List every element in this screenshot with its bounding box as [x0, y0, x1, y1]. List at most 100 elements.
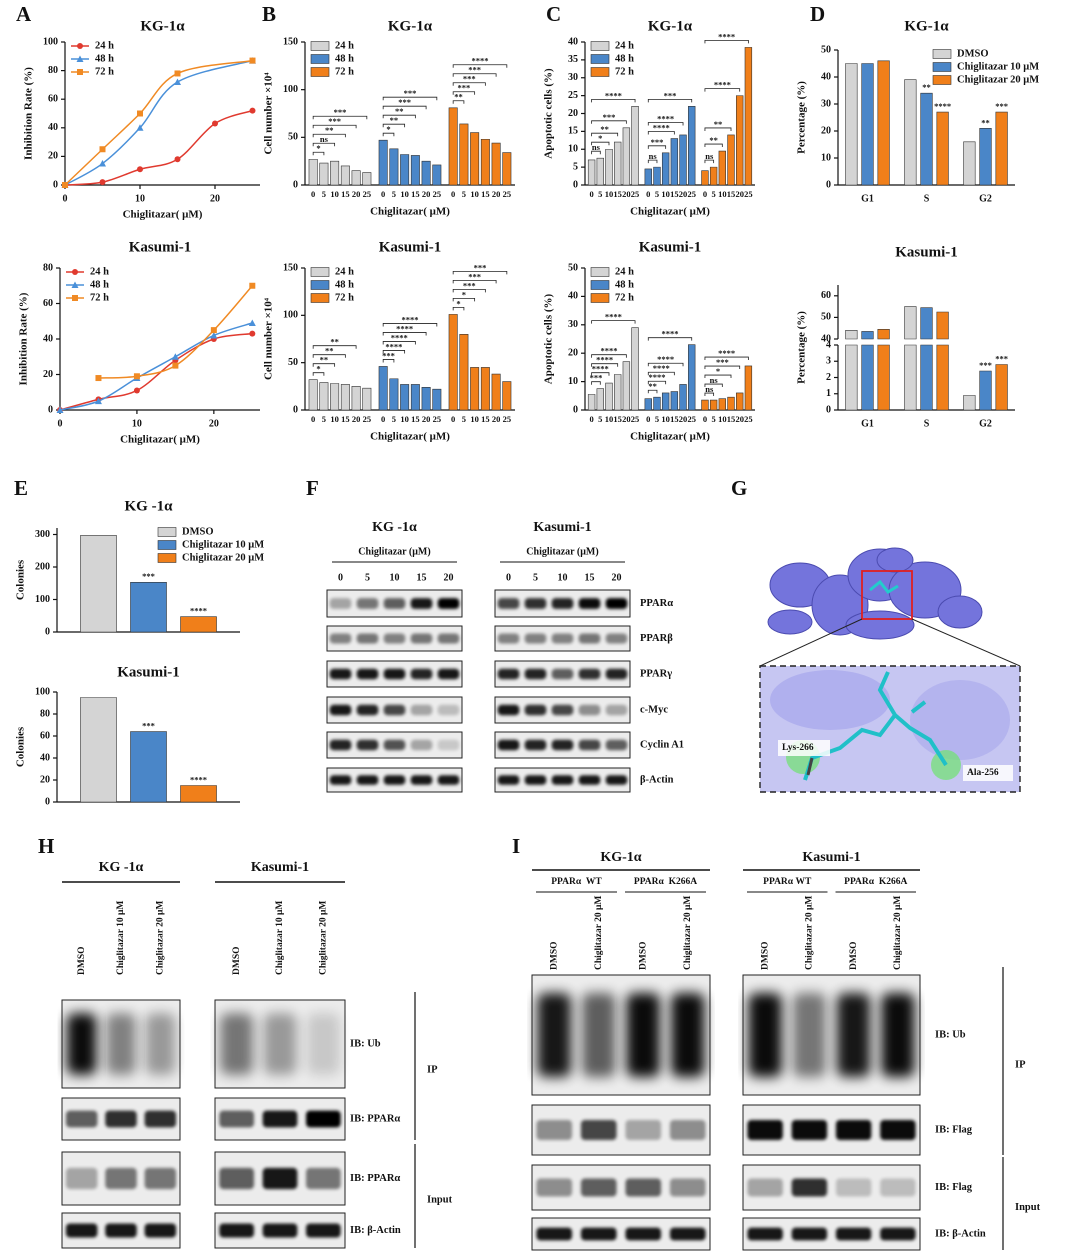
lane-label: DMSO — [760, 942, 770, 971]
x-tick-label: 0 — [451, 189, 455, 199]
y-axis-label: Apoptotic cells (%) — [543, 293, 555, 384]
significance-label: ns — [320, 134, 329, 144]
sig-bracket — [704, 374, 732, 379]
x-tick-label: 25 — [433, 189, 442, 199]
x-tick-label: G1 — [861, 418, 874, 429]
blot-smear — [581, 993, 616, 1077]
blot-band — [669, 1178, 706, 1197]
bar — [491, 142, 501, 186]
x-tick-label: 0 — [589, 414, 593, 424]
legend-label: 24 h — [615, 40, 634, 51]
blot-smear — [670, 993, 705, 1077]
bar — [861, 331, 874, 411]
significance-label: **** — [657, 354, 674, 364]
legend-swatch — [157, 540, 177, 550]
x-tick-label: 10 — [605, 414, 614, 424]
significance-label: ns — [705, 384, 714, 394]
blot-band — [356, 633, 379, 644]
chart-title: Kasumi-1 — [379, 239, 442, 255]
x-tick-label: 0 — [646, 189, 650, 199]
blot-band — [105, 1110, 137, 1128]
blot-band — [219, 1223, 254, 1238]
legend-swatch — [157, 527, 177, 537]
blot-band — [356, 739, 379, 751]
bar — [995, 364, 1008, 411]
significance-label: * — [456, 298, 460, 308]
y-tick-label: 10 — [821, 152, 831, 163]
lane-label: Chiglitazar 20 μM — [594, 896, 604, 970]
lane-label: Chiglitazar 20 μM — [156, 901, 166, 975]
legend-label: 72 h — [615, 66, 634, 77]
group-label: IP — [1015, 1059, 1026, 1070]
x-tick-label: 25 — [363, 189, 372, 199]
legend-label: Chiglitazar 10 μM — [957, 61, 1039, 72]
legend-label: 48 h — [95, 53, 114, 64]
y-tick-label: 20 — [568, 108, 578, 119]
group-label: Input — [427, 1194, 453, 1205]
significance-label: **** — [391, 332, 408, 342]
legend-label: Chiglitazar 20 μM — [957, 74, 1039, 85]
significance-label: *** — [995, 101, 1008, 111]
blot-band — [791, 1120, 828, 1140]
blot-band — [497, 598, 520, 609]
lane-label: Chiglitazar 20 μM — [683, 896, 693, 970]
legend-label: 72 h — [615, 292, 634, 303]
sig-bracket — [382, 359, 395, 363]
lane-label: 10 — [390, 572, 400, 583]
bar — [330, 160, 340, 186]
x-axis-label: Chiglitazar( μM) — [370, 206, 450, 218]
bar — [587, 159, 596, 186]
bar — [389, 378, 399, 411]
point — [133, 387, 140, 394]
lane-label: 0 — [506, 572, 511, 583]
blot-band — [578, 704, 601, 716]
sig-bracket — [452, 270, 508, 275]
bar — [904, 306, 917, 411]
bar — [351, 170, 361, 186]
lane-label: 0 — [338, 572, 343, 583]
sig-bracket — [452, 73, 497, 77]
bar — [80, 697, 117, 803]
blot-band — [410, 775, 433, 785]
y-tick-label: 40 — [821, 333, 831, 344]
significance-label: **** — [396, 323, 413, 333]
significance-label: * — [716, 366, 720, 376]
x-tick-label: 5 — [462, 189, 466, 199]
lane-label: DMSO — [232, 947, 242, 976]
significance-label: ns — [710, 375, 719, 385]
bar — [410, 384, 420, 411]
significance-label: *** — [463, 74, 476, 84]
sig-bracket — [312, 133, 346, 138]
sig-bracket — [704, 383, 723, 388]
x-tick-label: 10 — [718, 414, 727, 424]
chart-title: Kasumi-1 — [117, 664, 180, 680]
y-tick-label: 2 — [826, 372, 831, 383]
y-axis-label: Cell number ×10⁴ — [263, 72, 275, 155]
y-tick-label: 0 — [45, 626, 50, 637]
x-tick-label: 25 — [631, 414, 640, 424]
sig-bracket — [647, 362, 684, 367]
sig-bracket — [704, 143, 723, 148]
x-tick-label: 0 — [58, 418, 63, 429]
significance-label: **** — [190, 774, 207, 784]
y-tick-label: 0 — [293, 179, 298, 190]
sig-bracket — [452, 297, 476, 302]
chart-title: Kasumi-1 — [639, 239, 702, 255]
x-tick-label: 20 — [679, 414, 688, 424]
bar — [718, 398, 727, 411]
significance-label: ** — [320, 355, 329, 365]
point — [249, 107, 256, 114]
sig-bracket — [704, 365, 741, 370]
bar — [80, 535, 117, 633]
x-tick-label: 0 — [589, 189, 593, 199]
bar — [661, 152, 670, 186]
x-tick-label: 20 — [492, 414, 501, 424]
point — [174, 156, 181, 163]
x-tick-label: 10 — [135, 193, 145, 204]
sig-bracket — [382, 350, 406, 354]
significance-label: **** — [596, 355, 613, 365]
blot-smear — [306, 1013, 340, 1075]
bar — [744, 365, 753, 411]
significance-label: **** — [605, 312, 622, 322]
chart-title: KG-1α — [648, 18, 693, 34]
